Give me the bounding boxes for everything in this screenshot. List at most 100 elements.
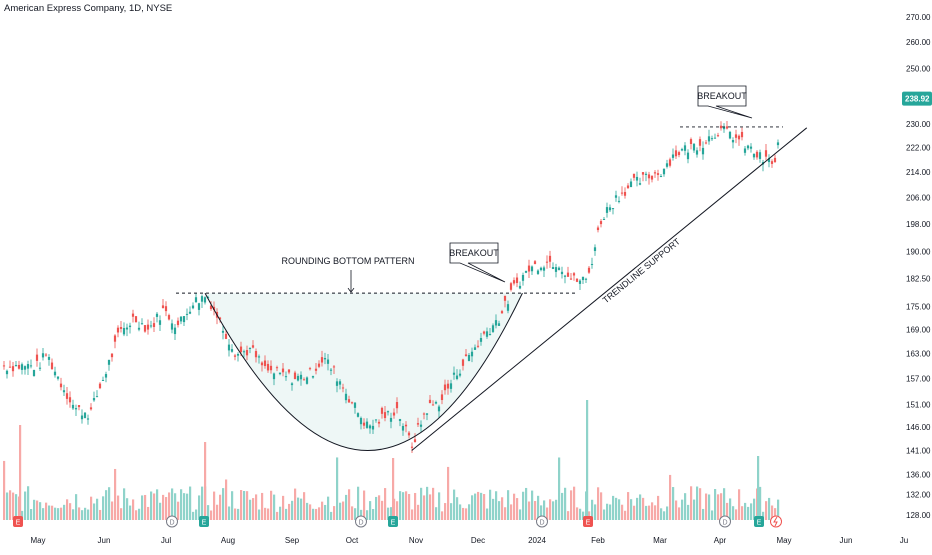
volume-bar xyxy=(489,489,492,520)
earnings-marker[interactable]: E xyxy=(199,516,209,527)
candle-body xyxy=(773,157,777,163)
candle-body xyxy=(509,283,513,290)
candle-body xyxy=(14,365,18,367)
candle-body xyxy=(725,126,729,129)
svg-text:D: D xyxy=(358,520,363,527)
volume-bar xyxy=(447,466,450,520)
trendline xyxy=(411,127,808,451)
volume-bar xyxy=(651,502,654,520)
candle-body xyxy=(380,407,384,414)
volume-bar xyxy=(195,509,198,520)
split-icon[interactable] xyxy=(770,515,782,528)
volume-bar xyxy=(705,493,708,520)
candle-body xyxy=(398,419,402,422)
svg-text:E: E xyxy=(391,520,396,527)
volume-bar xyxy=(309,504,312,520)
candle-body xyxy=(431,404,435,406)
candle-body xyxy=(104,374,108,378)
price-axis-label: 141.00 xyxy=(906,446,931,455)
dividend-marker[interactable]: D xyxy=(536,515,548,528)
candle-body xyxy=(137,327,141,330)
candle-body xyxy=(56,376,60,379)
earnings-marker[interactable]: E xyxy=(388,516,398,527)
volume-bar xyxy=(93,503,96,520)
volume-bar xyxy=(453,489,456,520)
candle-body xyxy=(335,381,339,386)
candle-body xyxy=(524,271,528,273)
volume-bar xyxy=(96,498,99,520)
candle-body xyxy=(677,152,681,156)
volume-bar xyxy=(465,508,468,520)
dividend-marker[interactable]: D xyxy=(355,515,367,528)
volume-bar xyxy=(471,495,474,520)
candle-body xyxy=(494,320,498,326)
candle-body xyxy=(692,143,696,151)
volume-bar xyxy=(576,507,579,520)
volume-bar xyxy=(87,509,90,520)
volume-bar xyxy=(474,493,477,520)
volume-bar xyxy=(744,502,747,520)
candle-body xyxy=(506,304,510,311)
candle-body xyxy=(32,370,36,377)
trendline-label: TRENDLINE SUPPORT xyxy=(601,236,683,305)
volume-bar xyxy=(144,494,147,520)
candle-body xyxy=(758,152,762,159)
volume-bar xyxy=(459,504,462,520)
earnings-marker[interactable]: E xyxy=(754,516,764,527)
volume-bar xyxy=(189,486,192,520)
candle-body xyxy=(2,365,6,367)
candle-body xyxy=(152,323,156,328)
price-axis-label: 151.00 xyxy=(906,401,931,410)
candle-body xyxy=(305,377,309,384)
volume-bar xyxy=(39,502,42,520)
price-axis-label: 270.00 xyxy=(906,13,931,22)
candle-body xyxy=(587,267,591,273)
candle-body xyxy=(122,328,126,335)
price-axis-label: 182.50 xyxy=(906,274,931,283)
price-axis-label: 175.00 xyxy=(906,302,931,311)
volume-bar xyxy=(693,499,696,520)
volume-bar xyxy=(348,489,351,520)
candle-body xyxy=(485,331,489,337)
candle-body xyxy=(752,153,756,158)
candle-body xyxy=(686,152,690,160)
volume-bar xyxy=(201,486,204,520)
candle-body xyxy=(359,417,363,425)
candle-body xyxy=(47,356,51,360)
pattern-arrow xyxy=(347,270,355,293)
candle-body xyxy=(425,413,429,415)
candle-body xyxy=(146,324,150,330)
volume-bar xyxy=(534,501,537,520)
volume-bar xyxy=(84,507,87,520)
dividend-marker[interactable]: D xyxy=(719,515,731,528)
volume-bar xyxy=(510,504,513,520)
candle-body xyxy=(488,334,492,336)
candle-body xyxy=(629,181,633,188)
time-axis-label: Ju xyxy=(900,536,908,545)
volume-bar xyxy=(249,499,252,520)
candle-body xyxy=(362,422,366,426)
price-axis-label: 136.00 xyxy=(906,471,931,480)
candle-body xyxy=(599,221,603,225)
candle-body xyxy=(263,360,267,367)
volume-bar xyxy=(765,501,768,520)
candle-body xyxy=(239,346,243,352)
candle-body xyxy=(200,296,204,302)
earnings-marker[interactable]: E xyxy=(583,516,593,527)
price-axis-label: 169.00 xyxy=(906,326,931,335)
price-axis-label: 157.00 xyxy=(906,375,931,384)
candle-body xyxy=(698,139,702,146)
candle-body xyxy=(101,379,105,381)
candle-body xyxy=(71,404,75,409)
earnings-marker[interactable]: E xyxy=(13,516,23,527)
candle-body xyxy=(341,387,345,389)
volume-bar xyxy=(498,501,501,520)
volume-bar xyxy=(414,492,417,520)
volume-bar xyxy=(363,490,366,520)
candle-body xyxy=(722,126,726,130)
volume-bar xyxy=(345,494,348,520)
volume-bar xyxy=(342,501,345,520)
dividend-marker[interactable]: D xyxy=(166,515,178,528)
